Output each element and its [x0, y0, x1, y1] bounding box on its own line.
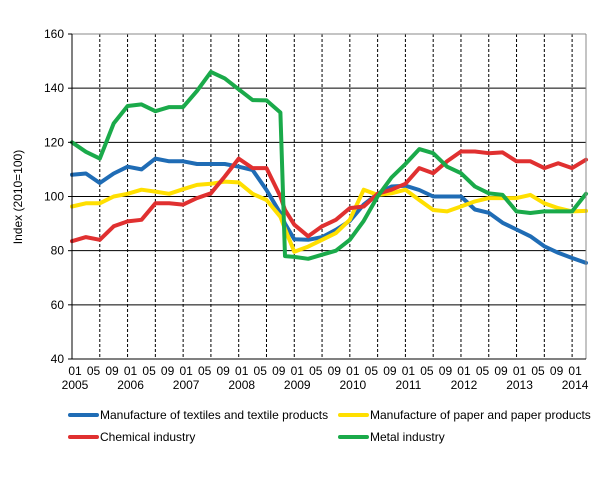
- x-tick-label-month: 05: [420, 364, 434, 378]
- x-tick-label-month: 01: [346, 364, 360, 378]
- y-tick-label: 80: [51, 244, 65, 258]
- x-tick-label-month: 01: [513, 364, 527, 378]
- legend-label: Manufacture of paper and paper products: [370, 408, 591, 422]
- x-tick-label-month: 01: [291, 364, 305, 378]
- x-tick-label-year: 2011: [395, 378, 421, 392]
- x-tick-label-month: 09: [161, 364, 175, 378]
- x-tick-label-month: 01: [402, 364, 416, 378]
- x-tick-label-month: 05: [87, 364, 101, 378]
- x-tick-label-year: 2012: [451, 378, 478, 392]
- x-tick-label-month: 09: [105, 364, 119, 378]
- x-tick-label-month: 09: [439, 364, 453, 378]
- x-tick-label-month: 01: [68, 364, 82, 378]
- x-tick-label-month: 01: [179, 364, 193, 378]
- x-tick-label-month: 05: [254, 364, 268, 378]
- y-tick-label: 140: [44, 81, 64, 95]
- x-tick-label-year: 2009: [284, 378, 311, 392]
- x-tick-label-month: 09: [494, 364, 508, 378]
- x-tick-label-month: 09: [217, 364, 231, 378]
- series-line-3: [70, 69, 588, 261]
- x-tick-label-month: 09: [328, 364, 342, 378]
- legend-label: Manufacture of textiles and textile prod…: [100, 408, 328, 422]
- y-tick-label: 100: [44, 190, 64, 204]
- legend-label: Chemical industry: [100, 430, 195, 444]
- y-tick-label: 120: [44, 135, 64, 149]
- x-tick-label-month: 01: [568, 364, 582, 378]
- series-lines: [70, 69, 588, 265]
- x-tick-label-month: 01: [235, 364, 249, 378]
- x-tick-label-month: 01: [124, 364, 138, 378]
- legend-label: Metal industry: [370, 430, 445, 444]
- y-tick-label: 160: [44, 27, 64, 41]
- series-line-1: [70, 179, 588, 254]
- x-tick-label-month: 05: [309, 364, 323, 378]
- y-tick-label: 40: [51, 352, 65, 366]
- legend: Manufacture of textiles and textile prod…: [68, 408, 591, 444]
- x-tick-label-month: 05: [476, 364, 490, 378]
- x-tick-label-year: 2014: [562, 378, 589, 392]
- x-tick-label-month: 05: [531, 364, 545, 378]
- x-tick-label-month: 05: [198, 364, 212, 378]
- x-tick-label-year: 2008: [228, 378, 255, 392]
- x-tick-label-month: 09: [383, 364, 397, 378]
- series-line-2: [70, 149, 588, 244]
- x-tick-label-year: 2007: [173, 378, 200, 392]
- series-line-0: [70, 156, 588, 265]
- x-tick-label-year: 2010: [339, 378, 366, 392]
- x-tick-label-month: 09: [550, 364, 564, 378]
- x-tick-label-month: 05: [142, 364, 156, 378]
- y-axis-label: Index (2010=100): [11, 150, 25, 244]
- x-tick-label-year: 2013: [506, 378, 533, 392]
- x-tick-label-year: 2005: [62, 378, 89, 392]
- x-tick-label-year: 2006: [117, 378, 144, 392]
- x-tick-label-month: 05: [365, 364, 379, 378]
- x-tick-label-month: 01: [457, 364, 471, 378]
- y-tick-label: 60: [51, 298, 65, 312]
- axes: 40 60 80 100 120 140 160 01 05 09 01 05 09 01 05 09 01 05…: [44, 27, 589, 392]
- x-tick-label-month: 09: [272, 364, 286, 378]
